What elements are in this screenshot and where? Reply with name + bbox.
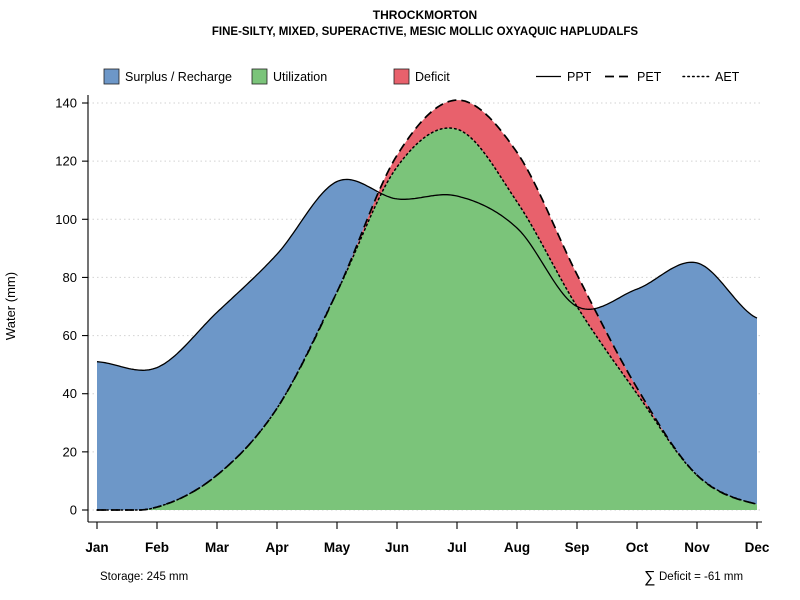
y-tick-label: 60: [63, 328, 77, 343]
deficit-area: [343, 100, 681, 458]
x-tick-label: Sep: [565, 540, 590, 555]
x-tick-label: May: [324, 540, 351, 555]
legend-item-aet: AET: [682, 70, 740, 84]
y-tick-label: 80: [63, 270, 77, 285]
x-tick-label: Jul: [447, 540, 467, 555]
legend-label-pet: PET: [637, 70, 662, 84]
x-tick-label: Aug: [504, 540, 530, 555]
storage-annotation: Storage: 245 mm: [100, 571, 188, 583]
ppt-line: [96, 178, 758, 371]
legend-label-utilization: Utilization: [273, 70, 327, 84]
x-tick-label: Feb: [145, 540, 169, 555]
deficit-swatch: [393, 68, 410, 85]
utilization-swatch: [251, 68, 268, 85]
x-tick-label: Jun: [385, 540, 409, 555]
legend-label-surplus: Surplus / Recharge: [125, 70, 232, 84]
y-tick-label: 140: [55, 96, 77, 111]
legend-item-utilization: Utilization: [251, 68, 327, 85]
y-axis-label: Water (mm): [3, 272, 18, 340]
y-tick-label: 100: [55, 212, 77, 227]
fill-areas: [97, 100, 757, 510]
deficit-annotation: ∑ Deficit = -61 mm: [644, 569, 743, 586]
surplus-recharge-area: [97, 179, 757, 510]
x-tick-label: Oct: [626, 540, 649, 555]
y-tick-label: 40: [63, 386, 77, 401]
legend-label-ppt: PPT: [567, 70, 592, 84]
legend-item-deficit: Deficit: [393, 68, 450, 85]
y-tick-label: 0: [70, 503, 77, 518]
axes: 0 20 40 60 80 100 120 140 Jan Feb Mar Apr May Jun Jul A…: [55, 95, 770, 555]
y-tick-label: 20: [63, 444, 77, 459]
surplus-swatch: [103, 68, 120, 85]
x-tick-label: Mar: [205, 540, 230, 555]
x-tick-label: Apr: [265, 540, 289, 555]
legend-label-deficit: Deficit: [415, 70, 450, 84]
chart-title: THROCKMORTON: [373, 8, 477, 22]
pet-line: [97, 99, 758, 511]
sigma-symbol: ∑: [644, 569, 655, 586]
legend-label-aet: AET: [715, 70, 740, 84]
x-tick-label: Nov: [684, 540, 710, 555]
series-lines: [96, 99, 758, 511]
x-tick-label: Jan: [85, 540, 108, 555]
legend-item-surplus: Surplus / Recharge: [103, 68, 232, 85]
legend: Surplus / Recharge Utilization Deficit P…: [103, 68, 740, 85]
legend-item-pet: PET: [605, 70, 662, 84]
axis-lines: [87, 95, 762, 523]
legend-item-ppt: PPT: [536, 70, 592, 84]
x-tick-label: Dec: [745, 540, 770, 555]
utilization-area: [147, 128, 757, 510]
deficit-sum-text: Deficit = -61 mm: [659, 571, 743, 583]
chart-subtitle: FINE-SILTY, MIXED, SUPERACTIVE, MESIC MO…: [212, 26, 638, 38]
y-tick-label: 120: [55, 154, 77, 169]
